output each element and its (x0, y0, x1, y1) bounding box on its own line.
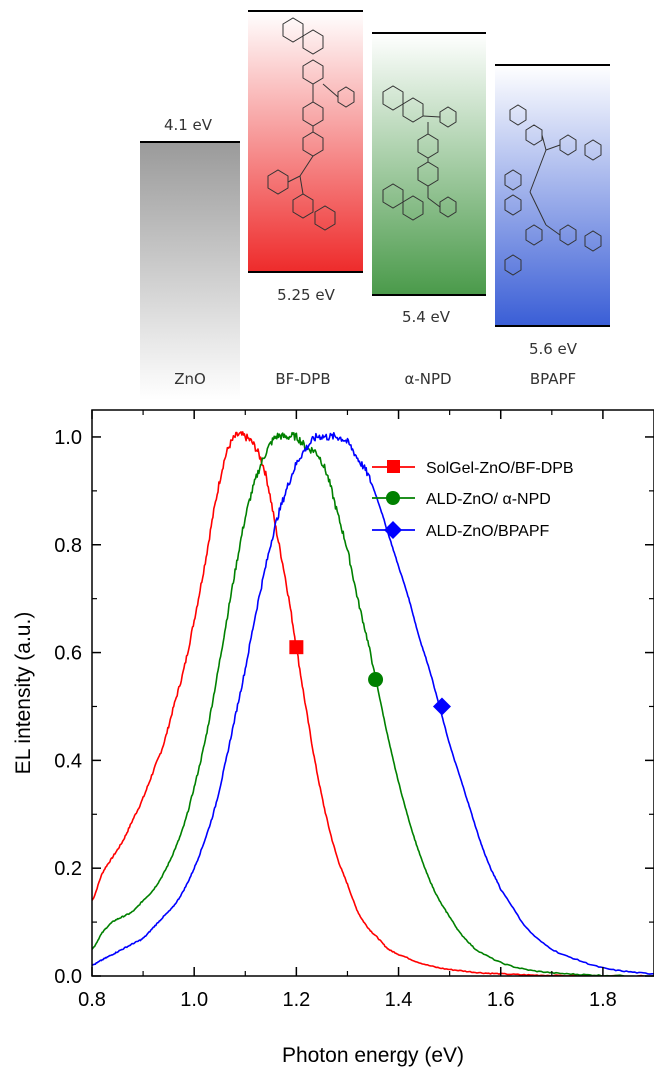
series-markers (289, 640, 451, 716)
bf-dpb-molecule-icon (267, 17, 355, 231)
y-tick-label: 0.6 (54, 643, 82, 665)
legend-label-npd: ALD-ZnO/ α-NPD (426, 491, 551, 508)
legend-marker-square (387, 460, 400, 473)
zno-band (140, 142, 240, 400)
npd-band (372, 33, 486, 295)
series-line-2 (92, 432, 654, 975)
x-tick-label: 1.0 (180, 989, 208, 1011)
legend-marker-circle (386, 491, 400, 505)
y-tick-label: 0.4 (54, 750, 82, 772)
legend-label-bpapf: ALD-ZnO/BPAPF (426, 523, 550, 540)
series-curves (92, 431, 654, 976)
bf-dpb-level-value: 5.25 eV (277, 286, 335, 304)
series-marker-circle (368, 672, 384, 688)
legend-label-bf-dpb: SolGel-ZnO/BF-DPB (426, 460, 574, 477)
x-tick-label: 1.4 (385, 989, 413, 1011)
series-line-0 (92, 431, 654, 976)
npd-molecule-icon (382, 85, 457, 221)
y-tick-label: 0.8 (54, 535, 82, 557)
zno-level-value: 4.1 eV (164, 116, 213, 134)
x-tick-label: 1.6 (487, 989, 515, 1011)
y-tick-label: 1.0 (54, 427, 82, 449)
series-marker-diamond (432, 697, 451, 716)
bpapf-molecule-icon (504, 104, 602, 276)
x-tick-label: 1.2 (282, 989, 310, 1011)
plot-frame (91, 409, 654, 977)
npd-label: α-NPD (404, 370, 451, 388)
zno-label: ZnO (174, 370, 206, 388)
energy-diagram: 4.1 eV ZnO 5.25 eV BF-DPB 5.4 eV α-NPD 5… (140, 10, 610, 400)
bf-dpb-label: BF-DPB (275, 370, 330, 388)
bpapf-level-value: 5.6 eV (529, 340, 578, 358)
y-axis-title: EL intensity (a.u.) (12, 612, 35, 775)
y-tick-label: 0.0 (54, 966, 82, 988)
x-axis-title: Photon energy (eV) (282, 1044, 464, 1067)
axis-tick-labels: 0.8 1.0 1.2 1.4 1.6 1.8 0.0 0.2 0.4 0.6 0.8 1.0 (54, 427, 617, 1011)
y-tick-label: 0.2 (54, 858, 82, 880)
series-line-1 (92, 431, 654, 976)
axis-ticks (91, 410, 654, 977)
legend: SolGel-ZnO/BF-DPB ALD-ZnO/ α-NPD ALD-ZnO… (372, 460, 574, 540)
npd-level-value: 5.4 eV (402, 308, 451, 326)
el-spectrum-chart: 0.8 1.0 1.2 1.4 1.6 1.8 0.0 0.2 0.4 0.6 0.8 1.0 Pho… (12, 409, 654, 1067)
bpapf-label: BPAPF (530, 370, 576, 388)
series-marker-square (289, 640, 304, 655)
x-tick-label: 0.8 (78, 989, 106, 1011)
x-tick-label: 1.8 (589, 989, 617, 1011)
legend-marker-diamond (384, 521, 402, 539)
bf-dpb-band (248, 11, 363, 272)
